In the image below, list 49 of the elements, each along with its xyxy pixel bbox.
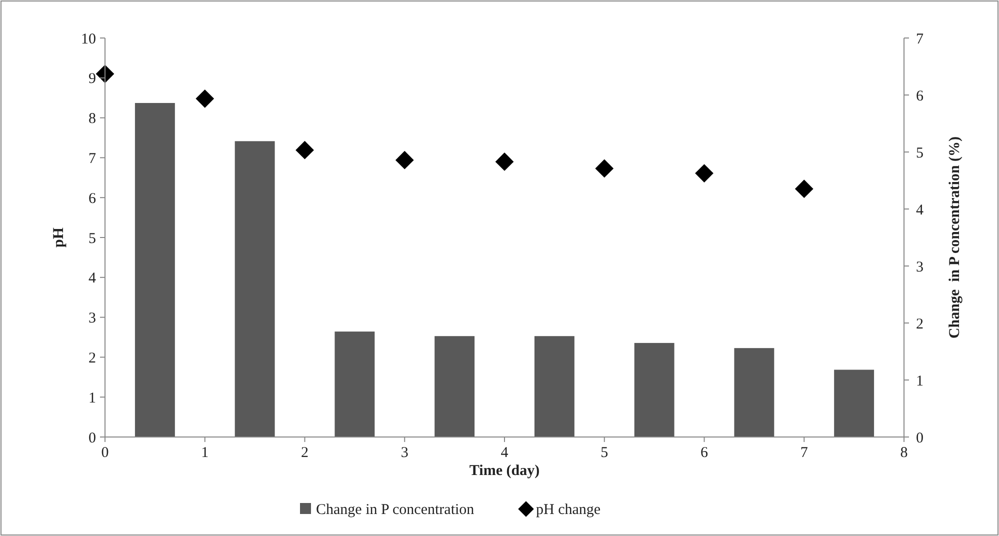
- bar: [734, 348, 774, 437]
- y-tick-label: 9: [88, 71, 96, 88]
- y-tick-label: 10: [81, 31, 96, 48]
- y2-tick-label: 5: [916, 145, 924, 162]
- y2-tick-label: 6: [916, 88, 924, 104]
- point: [595, 159, 614, 178]
- legend-label: Change in P concentration: [316, 502, 475, 518]
- bar: [434, 336, 475, 437]
- x-tick-label: 8: [900, 445, 908, 461]
- y-tick-label: 8: [88, 111, 96, 128]
- point: [196, 89, 214, 108]
- x-tick-label: 4: [500, 445, 509, 461]
- point: [395, 150, 414, 170]
- bar: [634, 342, 674, 437]
- y2-tick-label: 3: [916, 259, 924, 276]
- x-tick-label: 7: [800, 445, 808, 461]
- y-tick-label: 0: [88, 430, 96, 446]
- y-tick-label: 2: [88, 350, 96, 366]
- x-tick-label: 0: [101, 445, 109, 461]
- point: [296, 140, 314, 160]
- y-tick-label: 4: [88, 270, 96, 287]
- y2-tick-label: 7: [916, 31, 924, 48]
- y-tick-label: 6: [88, 190, 96, 207]
- point: [794, 180, 814, 198]
- bar: [834, 370, 874, 437]
- x-tick-label: 2: [301, 445, 308, 461]
- bar: [334, 332, 375, 437]
- y-tick-label: 1: [88, 390, 96, 406]
- y2-tick-label: 0: [916, 430, 924, 446]
- bar: [534, 336, 574, 437]
- point: [495, 152, 514, 171]
- x-tick-label: 5: [600, 445, 608, 461]
- y-tick-label: 7: [88, 150, 96, 167]
- x-tick-label: 3: [400, 445, 408, 461]
- x-tick-label: 1: [201, 445, 209, 461]
- y2-tick-label: 4: [916, 202, 924, 218]
- point: [695, 164, 714, 182]
- y-tick-label: 5: [88, 230, 96, 247]
- y-axis-title: pH: [51, 227, 67, 248]
- y2-tick-label: 2: [916, 316, 924, 332]
- y2-axis-title: Change in P concentration (%): [947, 136, 963, 339]
- y2-tick-label: 1: [916, 373, 924, 390]
- x-tick-label: 6: [700, 445, 708, 461]
- point: [96, 64, 114, 84]
- bar: [234, 141, 275, 437]
- bar: [134, 102, 175, 437]
- y-tick-label: 3: [88, 310, 96, 327]
- legend-label: pH change: [536, 502, 601, 518]
- x-axis-title: Time (day): [469, 463, 540, 479]
